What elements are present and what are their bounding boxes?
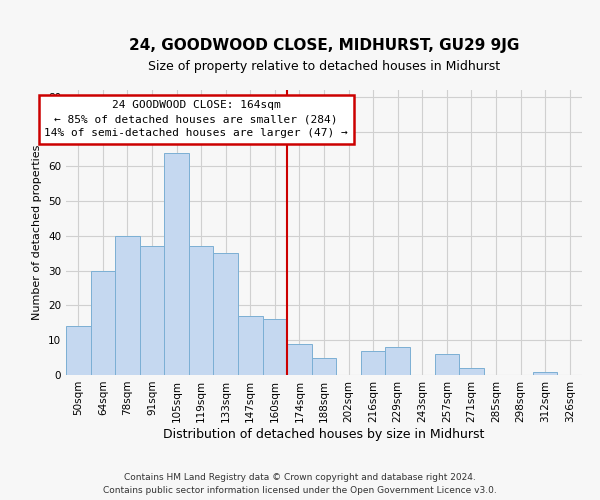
Bar	[459, 368, 484, 375]
Bar	[361, 350, 385, 375]
Bar	[189, 246, 214, 375]
Bar	[66, 326, 91, 375]
Bar	[214, 254, 238, 375]
Bar	[287, 344, 312, 375]
Bar	[115, 236, 140, 375]
Bar	[164, 152, 189, 375]
Bar	[238, 316, 263, 375]
X-axis label: Distribution of detached houses by size in Midhurst: Distribution of detached houses by size …	[163, 428, 485, 440]
Bar	[312, 358, 336, 375]
Bar	[385, 347, 410, 375]
Text: Size of property relative to detached houses in Midhurst: Size of property relative to detached ho…	[148, 60, 500, 73]
Bar	[140, 246, 164, 375]
Bar	[434, 354, 459, 375]
Text: Contains HM Land Registry data © Crown copyright and database right 2024.
Contai: Contains HM Land Registry data © Crown c…	[103, 473, 497, 495]
Y-axis label: Number of detached properties: Number of detached properties	[32, 145, 43, 320]
Bar	[91, 270, 115, 375]
Bar	[533, 372, 557, 375]
Text: 24, GOODWOOD CLOSE, MIDHURST, GU29 9JG: 24, GOODWOOD CLOSE, MIDHURST, GU29 9JG	[129, 38, 519, 53]
Text: 24 GOODWOOD CLOSE: 164sqm
← 85% of detached houses are smaller (284)
14% of semi: 24 GOODWOOD CLOSE: 164sqm ← 85% of detac…	[44, 100, 348, 138]
Bar	[263, 320, 287, 375]
